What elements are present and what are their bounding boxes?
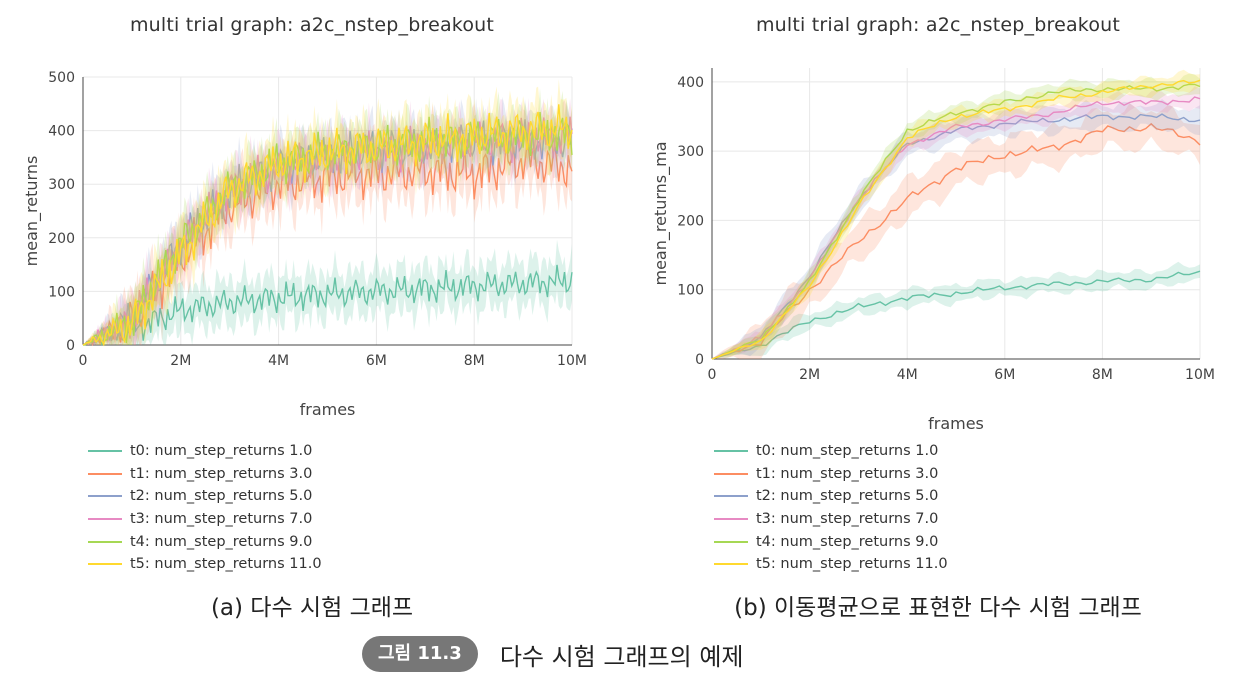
x-tick-label: 10M: [557, 353, 587, 369]
x-axis-title: frames: [300, 400, 356, 419]
y-tick-label: 0: [695, 352, 704, 368]
legend-swatch: [714, 450, 748, 453]
legend-label: t1: num_step_returns 3.0: [130, 465, 313, 482]
legend-swatch: [88, 495, 122, 498]
legend-item[interactable]: t0: num_step_returns 1.0: [88, 440, 322, 463]
figure-number-badge: 그림 11.3: [362, 636, 478, 672]
legend-label: t5: num_step_returns 11.0: [130, 556, 322, 573]
legend-label: t2: num_step_returns 5.0: [756, 488, 939, 505]
series-band: [712, 261, 1200, 359]
legend-swatch: [88, 518, 122, 521]
y-tick-label: 300: [677, 144, 704, 160]
legend-item[interactable]: t1: num_step_returns 3.0: [714, 463, 948, 486]
legend-swatch: [714, 540, 748, 543]
legend-item[interactable]: t5: num_step_returns 11.0: [714, 553, 948, 576]
y-tick-label: 100: [48, 284, 75, 300]
caption-a: (a) 다수 시험 그래프: [210, 595, 414, 621]
legend-swatch: [88, 450, 122, 453]
legend-item[interactable]: t3: num_step_returns 7.0: [714, 508, 948, 531]
x-tick-label: 4M: [897, 367, 918, 383]
chart-title: multi trial graph: a2c_nstep_breakout: [129, 14, 495, 36]
series-band: [712, 99, 1200, 359]
series-line: [711, 96, 1201, 360]
series-line: [711, 83, 1201, 360]
y-tick-label: 400: [48, 124, 75, 140]
legend-swatch: [88, 540, 122, 543]
series-band: [83, 98, 572, 345]
chart-b-plot: 0 100 200 300 400 0 2M 4M 6M 8M 10M frames mean_retu…: [651, 68, 1215, 433]
legend-label: t4: num_step_returns 9.0: [130, 533, 313, 550]
series-band: [712, 69, 1200, 360]
legend-item[interactable]: t0: num_step_returns 1.0: [714, 440, 948, 463]
y-tick-label: 400: [677, 75, 704, 91]
series-band: [83, 79, 572, 345]
chart-b-legend: t0: num_step_returns 1.0 t1: num_step_re…: [714, 440, 948, 576]
legend-item[interactable]: t2: num_step_returns 5.0: [714, 485, 948, 508]
legend-item[interactable]: t4: num_step_returns 9.0: [714, 530, 948, 553]
x-tick-label: 0: [708, 367, 717, 383]
x-tick-label: 6M: [994, 367, 1015, 383]
x-tick-label: 6M: [366, 353, 387, 369]
x-tick-label: 0: [79, 353, 88, 369]
caption-b: (b) 이동평균으로 표현한 다수 시험 그래프: [734, 595, 1142, 621]
legend-swatch: [88, 563, 122, 566]
series-line: [711, 270, 1201, 360]
y-axis-title: mean_returns: [22, 156, 42, 267]
figure-caption-text: 다수 시험 그래프의 예제: [499, 642, 744, 671]
chart-panel-b: multi trial graph: a2c_nstep_breakout 0 1…: [626, 0, 1249, 630]
x-axis-title: frames: [928, 414, 984, 433]
y-tick-label: 100: [677, 283, 704, 299]
legend-item[interactable]: t3: num_step_returns 7.0: [88, 508, 322, 531]
y-tick-label: 200: [677, 213, 704, 229]
legend-label: t5: num_step_returns 11.0: [756, 556, 948, 573]
legend-item[interactable]: t2: num_step_returns 5.0: [88, 485, 322, 508]
legend-item[interactable]: t5: num_step_returns 11.0: [88, 553, 322, 576]
x-tick-label: 8M: [464, 353, 485, 369]
x-tick-label: 2M: [170, 353, 191, 369]
chart-a-legend: t0: num_step_returns 1.0 t1: num_step_re…: [88, 440, 322, 576]
figure-caption: 그림 11.3 다수 시험 그래프의 예제: [362, 636, 744, 672]
series-band: [83, 96, 572, 345]
x-tick-label: 8M: [1092, 367, 1113, 383]
legend-label: t3: num_step_returns 7.0: [130, 511, 313, 528]
y-tick-label: 200: [48, 231, 75, 247]
legend-label: t4: num_step_returns 9.0: [756, 533, 939, 550]
series-band: [712, 103, 1200, 360]
y-tick-label: 300: [48, 177, 75, 193]
legend-swatch: [714, 495, 748, 498]
legend-item[interactable]: t1: num_step_returns 3.0: [88, 463, 322, 486]
legend-swatch: [714, 518, 748, 521]
legend-swatch: [714, 563, 748, 566]
legend-label: t1: num_step_returns 3.0: [756, 465, 939, 482]
legend-label: t3: num_step_returns 7.0: [756, 511, 939, 528]
x-tick-label: 4M: [268, 353, 289, 369]
y-tick-label: 0: [66, 338, 75, 354]
legend-label: t2: num_step_returns 5.0: [130, 488, 313, 505]
chart-panel-a: multi trial graph: a2c_nstep_breakout 0 1…: [0, 0, 624, 630]
y-axis-title: mean_returns_ma: [651, 141, 671, 285]
x-tick-label: 10M: [1185, 367, 1215, 383]
x-tick-label: 2M: [799, 367, 820, 383]
series-line: [82, 116, 573, 346]
chart-a-plot: 0 100 200 300 400 500 0 2M 4M 6M 8M 10M frames mean_r…: [22, 70, 587, 419]
series-line: [82, 104, 573, 347]
legend-label: t0: num_step_returns 1.0: [130, 443, 313, 460]
series-line: [82, 264, 573, 347]
legend-swatch: [714, 472, 748, 475]
legend-item[interactable]: t4: num_step_returns 9.0: [88, 530, 322, 553]
y-tick-label: 500: [48, 70, 75, 86]
legend-label: t0: num_step_returns 1.0: [756, 443, 939, 460]
chart-title: multi trial graph: a2c_nstep_breakout: [755, 14, 1121, 36]
legend-swatch: [88, 472, 122, 475]
series-line: [711, 79, 1201, 360]
